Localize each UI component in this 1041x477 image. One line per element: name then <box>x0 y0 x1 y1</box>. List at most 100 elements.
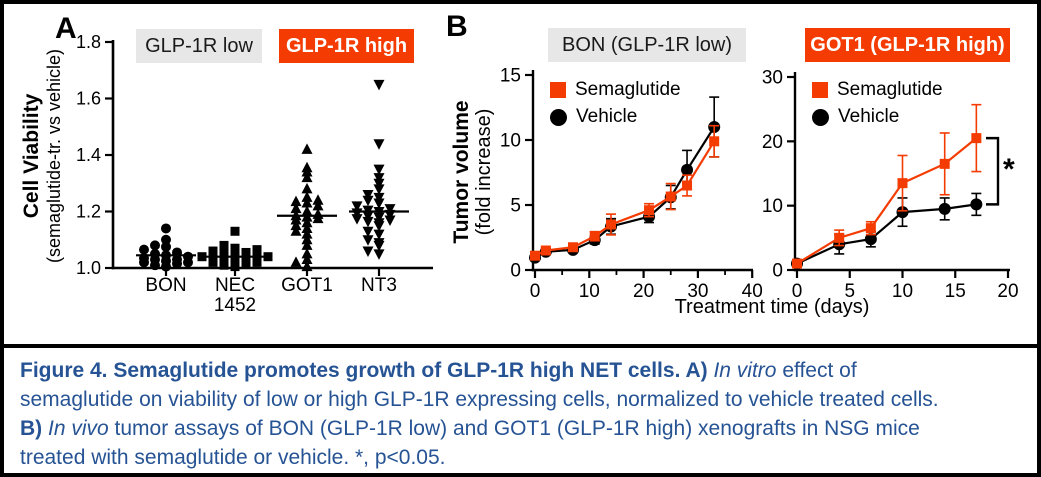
data-point-triangle-down <box>351 201 363 212</box>
x-tick-label: 15 <box>945 281 966 302</box>
caption-segment: treated with semaglutide or vehicle. *, … <box>20 446 446 469</box>
x-tick-label: 20 <box>997 281 1018 302</box>
data-point-square <box>589 231 600 242</box>
panel-b-y-subtitle: (fold increase) <box>473 108 495 236</box>
data-point-square <box>230 262 240 272</box>
data-point-triangle-down <box>362 246 374 258</box>
panel-a-y-subtitle: (semaglutide-tr. vs vehicle) <box>44 48 64 264</box>
data-point-triangle-up <box>301 228 313 239</box>
data-point-triangle-up <box>312 199 324 211</box>
y-tick-label: 1.6 <box>76 89 101 109</box>
legend-row-vehicle: Vehicle <box>812 106 943 128</box>
x-tick-label: 10 <box>892 281 913 302</box>
glp1r-high-box: GLP-1R high <box>279 29 414 63</box>
data-point-triangle-up <box>301 205 313 216</box>
data-point-triangle-down <box>373 212 385 224</box>
data-point-square <box>644 205 655 216</box>
data-point-triangle-up <box>301 233 313 245</box>
data-point-square <box>568 242 579 253</box>
data-point-circle <box>161 234 171 245</box>
panel-b-y-axis-title: Tumor volume (fold increase) <box>450 42 502 302</box>
series-semaglutide <box>530 124 720 261</box>
data-point-triangle-down <box>373 164 385 176</box>
legend-label-vehicle: Vehicle <box>838 106 900 127</box>
data-point-triangle-down <box>373 173 385 184</box>
y-tick-label: 1.2 <box>76 202 101 222</box>
data-point-triangle-down <box>373 79 385 91</box>
data-point-square <box>241 247 251 257</box>
caption-segment: Figure 4. Semaglutide promotes growth of… <box>20 359 714 382</box>
panel-b-left-plot: 0 5 10 15 0 10 20 30 40 <box>500 66 763 303</box>
data-point-square <box>606 219 617 230</box>
data-point-square <box>197 252 207 262</box>
data-point-triangle-up <box>290 225 302 236</box>
x-tick-label: 30 <box>687 281 708 302</box>
data-point-square <box>792 258 802 269</box>
data-point-triangle-up <box>301 171 313 183</box>
data-point-square <box>241 255 251 265</box>
legend-row-semaglutide: Semaglutide <box>812 79 943 101</box>
data-point-circle <box>938 202 951 215</box>
data-point-triangle-down <box>362 195 374 207</box>
figure-canvas: 1.0 1.2 1.4 1.6 1.8 BON NEC 1452 GOT1 NT3 0 5 10 15 0 1… <box>20 10 1019 318</box>
significance-asterisk: * <box>1003 153 1015 186</box>
panel-b-label: B <box>446 10 468 43</box>
data-point-triangle-down <box>373 178 385 190</box>
category-label: NT3 <box>361 275 397 296</box>
data-point-triangle-down <box>373 238 385 249</box>
data-point-square <box>219 256 229 266</box>
y-tick-label: 15 <box>500 66 521 87</box>
semaglutide-square-swatch-icon <box>812 82 828 98</box>
data-point-triangle-up <box>290 256 302 267</box>
legend-label-vehicle: Vehicle <box>576 106 638 127</box>
y-tick-label: 1.4 <box>76 145 101 165</box>
category-label: GOT1 <box>281 275 333 296</box>
x-tick-label: 0 <box>792 281 803 302</box>
data-point-triangle-up <box>290 202 302 214</box>
data-point-triangle-down <box>362 216 374 228</box>
data-point-circle <box>150 240 160 251</box>
data-point-triangle-down <box>362 190 374 201</box>
data-point-triangle-up <box>301 260 313 272</box>
caption-segment: In vivo <box>48 417 109 440</box>
data-point-triangle-up <box>301 222 313 233</box>
vehicle-circle-swatch-icon <box>550 108 567 126</box>
data-point-triangle-up <box>301 247 313 259</box>
data-point-triangle-down <box>373 184 385 195</box>
vehicle-circle-swatch-icon <box>812 108 829 126</box>
data-point-circle <box>896 206 909 219</box>
category-label: BON <box>145 275 186 296</box>
y-tick-label: 10 <box>762 196 783 217</box>
data-point-circle <box>161 241 171 252</box>
data-point-square <box>230 256 240 266</box>
data-point-circle <box>970 198 983 211</box>
data-point-triangle-down <box>384 215 396 226</box>
legend-row-semaglutide: Semaglutide <box>550 79 681 101</box>
data-point-triangle-up <box>301 253 313 265</box>
x-tick-label: 40 <box>742 281 763 302</box>
series-line <box>796 137 978 265</box>
data-point-square <box>219 249 229 259</box>
data-point-square <box>252 253 262 263</box>
data-point-square <box>530 250 540 261</box>
data-point-circle <box>681 163 694 176</box>
data-point-triangle-up <box>301 143 313 154</box>
series-semaglutide <box>792 103 982 269</box>
data-point-square <box>682 180 693 191</box>
panel-b-right-legend: Semaglutide Vehicle <box>812 79 943 128</box>
data-point-square <box>263 252 273 262</box>
data-point-triangle-up <box>290 219 302 231</box>
caption-segment: semaglutide on viability of low or high … <box>20 388 939 411</box>
glp1r-low-box: GLP-1R low <box>136 29 262 63</box>
data-point-triangle-up <box>301 161 313 173</box>
significance-bracket <box>986 136 1000 206</box>
data-point-triangle-up <box>301 216 313 228</box>
x-tick-label: 0 <box>530 281 541 302</box>
data-point-triangle-up <box>290 195 302 207</box>
data-point-square <box>971 133 982 144</box>
y-tick-label: 0 <box>510 261 521 282</box>
x-tick-label: 20 <box>633 281 654 302</box>
data-point-square <box>865 223 876 234</box>
